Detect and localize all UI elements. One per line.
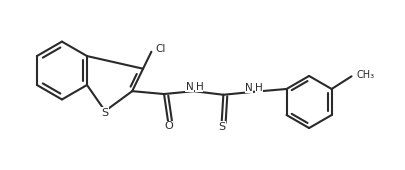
Text: N: N <box>244 82 252 92</box>
Text: Cl: Cl <box>156 44 166 54</box>
Text: O: O <box>164 121 173 131</box>
Text: CH₃: CH₃ <box>356 70 374 80</box>
Text: S: S <box>101 108 109 118</box>
Text: N: N <box>185 82 193 92</box>
Text: S: S <box>217 122 224 132</box>
Text: H: H <box>195 82 203 92</box>
Text: H: H <box>254 82 262 92</box>
